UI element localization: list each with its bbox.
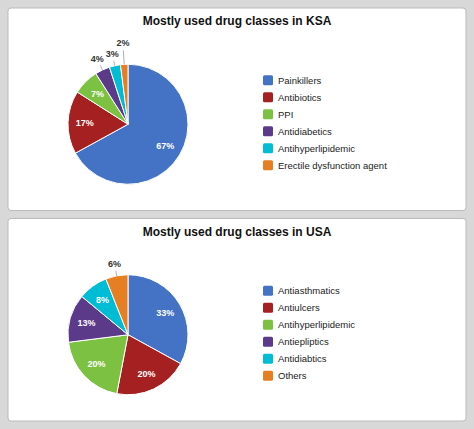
panel-box [8, 8, 466, 211]
data-labels: 33% 20% 20% 13% 8% 6% [78, 259, 175, 379]
data-label: 3% [106, 49, 119, 59]
chart-title: Mostly used drug classes in USA [143, 225, 332, 239]
chart-panel: Mostly used drug classes in KSA 67% 17% 7% 4… [8, 8, 466, 211]
legend-swatch [263, 92, 273, 102]
background [0, 0, 474, 429]
leader-line [114, 61, 115, 66]
data-label: 8% [96, 295, 109, 305]
data-label: 6% [108, 259, 121, 269]
data-label: 67% [156, 141, 174, 151]
legend-swatch [263, 354, 273, 364]
data-label: 7% [91, 89, 104, 99]
legend-swatch [263, 286, 273, 296]
pie-slice [120, 64, 128, 124]
data-label: 13% [78, 318, 96, 328]
legend-swatch [263, 126, 273, 136]
legend-label: Antibiotics [278, 92, 322, 103]
legend-label: Antiulcers [278, 302, 320, 313]
data-label: 20% [88, 359, 106, 369]
leader-line [123, 50, 125, 64]
legend-label: Antidiabetics [278, 126, 332, 137]
legend-label: PPI [278, 109, 293, 120]
pie [68, 64, 188, 184]
legend-label: Antihyperlipidemic [278, 319, 355, 330]
panel-box [8, 219, 466, 422]
legend-swatch [263, 320, 273, 330]
pie-slice [109, 65, 128, 125]
data-label: 4% [91, 54, 104, 64]
chart-panel: Mostly used drug classes in USA 33% 20% 20%… [8, 219, 466, 422]
legend-swatch [263, 109, 273, 119]
data-labels: 67% 17% 7% 4%3%2% [76, 38, 174, 151]
data-label: 2% [116, 38, 129, 48]
legend-swatch [263, 75, 273, 85]
legend-swatch [263, 160, 273, 170]
pie [68, 275, 188, 395]
legend-swatch [263, 143, 273, 153]
pie-slice [106, 275, 128, 335]
legend-label: Antihyperlipidemic [278, 143, 355, 154]
chart-canvas: Mostly used drug classes in KSA 67% 17% 7% 4… [0, 0, 474, 429]
legend-swatch [263, 303, 273, 313]
legend-label: Erectile dysfunction agent [278, 160, 387, 171]
leader-line [100, 65, 102, 70]
data-label: 33% [156, 308, 174, 318]
legend-swatch [263, 371, 273, 381]
legend-label: Painkillers [278, 75, 322, 86]
legend-label: Others [278, 370, 307, 381]
legend: Painkillers Antibiotics PPI Antidiabetics An… [263, 75, 387, 171]
pie-slice [75, 64, 188, 184]
data-label: 17% [76, 118, 94, 128]
leader-line [115, 271, 117, 276]
legend-swatch [263, 337, 273, 347]
legend: Antiasthmatics Antiulcers Antihyperlipidem… [263, 285, 355, 381]
pie-slice [68, 335, 128, 394]
data-label: 20% [137, 369, 155, 379]
chart-title: Mostly used drug classes in KSA [143, 14, 332, 28]
legend-label: Antidiabtics [278, 353, 327, 364]
legend-label: Antiepliptics [278, 336, 329, 347]
legend-label: Antiasthmatics [278, 285, 340, 296]
